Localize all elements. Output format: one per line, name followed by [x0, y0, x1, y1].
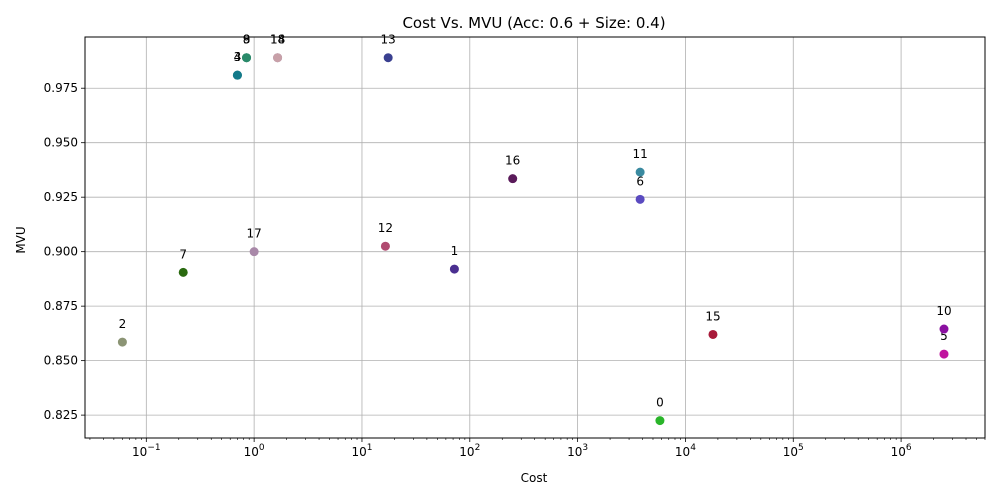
point-label: 1 [451, 244, 459, 258]
data-point [449, 264, 459, 274]
x-tick-label: 105 [783, 443, 804, 459]
y-tick-label: 0.875 [44, 299, 78, 313]
data-point [117, 337, 127, 347]
point-label: 6 [636, 174, 644, 188]
data-point [635, 194, 645, 204]
axis-ticks: 10−1 100 101 102 103 104 105 1060.8250.8500.875… [44, 81, 986, 459]
x-tick-label: 102 [459, 443, 480, 459]
point-label: 18 [270, 33, 285, 47]
x-tick-label: 101 [351, 443, 372, 459]
y-tick-label: 0.825 [44, 408, 78, 422]
data-point [249, 247, 259, 257]
x-tick-label: 104 [675, 443, 696, 459]
y-tick-label: 0.900 [44, 245, 78, 259]
point-label: 0 [656, 396, 664, 410]
data-point [242, 53, 252, 63]
y-tick-label: 0.925 [44, 190, 78, 204]
data-point [380, 241, 390, 251]
data-point [232, 70, 242, 80]
point-label: 11 [632, 147, 647, 161]
grid-lines [85, 37, 985, 438]
point-label: 15 [705, 309, 720, 323]
data-point [178, 267, 188, 277]
point-label: 4 [234, 50, 242, 64]
x-axis-title: Cost [521, 471, 548, 485]
data-point [708, 329, 718, 339]
point-label: 3 [234, 50, 242, 64]
point-label: 17 [246, 227, 261, 241]
x-tick-label: 103 [567, 443, 588, 459]
data-point [508, 174, 518, 184]
data-point [939, 324, 949, 334]
data-point [655, 416, 665, 426]
data-point [635, 167, 645, 177]
x-tick-label: 106 [891, 443, 912, 459]
point-label: 16 [505, 154, 520, 168]
x-tick-label: 100 [244, 443, 265, 459]
y-axis-title: MVU [14, 226, 28, 253]
plot-frame [84, 36, 986, 439]
data-point [939, 349, 949, 359]
data-point [383, 53, 393, 63]
y-tick-label: 0.975 [44, 81, 78, 95]
data-point [273, 53, 283, 63]
y-tick-label: 0.850 [44, 354, 78, 368]
point-label: 8 [243, 33, 251, 47]
point-label: 5 [940, 329, 948, 343]
point-label: 10 [936, 304, 951, 318]
point-label: 13 [381, 33, 396, 47]
x-tick-label: 10−1 [132, 443, 161, 459]
chart-title: Cost Vs. MVU (Acc: 0.6 + Size: 0.4) [402, 14, 665, 32]
point-label: 9 [243, 33, 251, 47]
point-label: 2 [119, 317, 127, 331]
point-label: 12 [378, 221, 393, 235]
point-label: 14 [270, 33, 285, 47]
y-tick-label: 0.950 [44, 136, 78, 150]
point-label: 7 [179, 247, 187, 261]
